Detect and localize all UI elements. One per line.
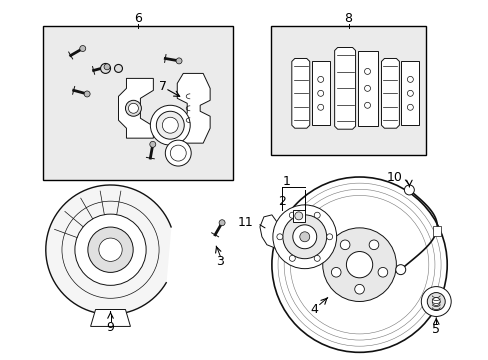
Circle shape — [317, 104, 323, 110]
Circle shape — [317, 90, 323, 96]
Circle shape — [271, 177, 447, 352]
Circle shape — [331, 267, 340, 277]
Circle shape — [165, 140, 191, 166]
Circle shape — [407, 76, 412, 82]
Polygon shape — [401, 62, 419, 125]
Circle shape — [272, 205, 336, 269]
Circle shape — [156, 111, 184, 139]
Circle shape — [99, 238, 122, 261]
Text: 9: 9 — [106, 321, 114, 334]
Polygon shape — [334, 48, 355, 129]
Circle shape — [364, 102, 370, 108]
Circle shape — [299, 232, 309, 242]
Circle shape — [289, 255, 295, 261]
Circle shape — [354, 284, 364, 294]
Circle shape — [377, 267, 387, 277]
Text: 5: 5 — [431, 323, 439, 336]
Circle shape — [294, 212, 302, 220]
Text: 7: 7 — [159, 80, 167, 93]
Circle shape — [88, 227, 133, 273]
Circle shape — [114, 64, 122, 72]
Polygon shape — [311, 62, 329, 125]
Text: 10: 10 — [386, 171, 402, 184]
Bar — [42, 26, 233, 180]
Text: 11: 11 — [237, 216, 252, 229]
Circle shape — [364, 68, 370, 75]
Circle shape — [128, 103, 138, 113]
Circle shape — [407, 90, 412, 96]
Circle shape — [219, 220, 224, 226]
Circle shape — [346, 252, 372, 278]
Circle shape — [150, 105, 190, 145]
Circle shape — [404, 185, 413, 195]
Circle shape — [364, 85, 370, 91]
Text: 8: 8 — [344, 12, 352, 25]
Circle shape — [314, 255, 320, 261]
Circle shape — [314, 212, 320, 218]
Circle shape — [326, 234, 332, 240]
Circle shape — [176, 58, 182, 64]
Text: 4: 4 — [310, 303, 318, 316]
Circle shape — [282, 215, 326, 259]
Circle shape — [292, 225, 316, 249]
Circle shape — [149, 141, 156, 147]
Circle shape — [84, 91, 90, 97]
Text: 6: 6 — [134, 12, 142, 25]
Polygon shape — [46, 185, 171, 315]
Circle shape — [289, 212, 295, 218]
Circle shape — [162, 117, 178, 133]
Text: 1: 1 — [283, 175, 290, 189]
Circle shape — [340, 240, 349, 249]
Polygon shape — [177, 73, 210, 143]
Polygon shape — [292, 210, 304, 222]
Circle shape — [421, 287, 450, 316]
Polygon shape — [291, 58, 309, 128]
Circle shape — [101, 63, 110, 73]
Bar — [270, 26, 426, 155]
Circle shape — [407, 104, 412, 110]
Circle shape — [431, 298, 439, 306]
Polygon shape — [381, 58, 399, 128]
Circle shape — [427, 293, 444, 310]
Polygon shape — [260, 215, 281, 249]
Text: 3: 3 — [216, 255, 224, 268]
Circle shape — [276, 234, 282, 240]
Circle shape — [75, 214, 146, 285]
Circle shape — [104, 64, 110, 70]
Circle shape — [125, 100, 141, 116]
Polygon shape — [90, 310, 130, 327]
Circle shape — [322, 228, 396, 301]
Polygon shape — [118, 78, 153, 138]
Circle shape — [80, 45, 85, 51]
Bar — [432, 226, 440, 235]
Circle shape — [317, 76, 323, 82]
Text: 2: 2 — [277, 195, 285, 208]
Circle shape — [395, 265, 405, 275]
Polygon shape — [357, 50, 378, 126]
Circle shape — [368, 240, 378, 249]
